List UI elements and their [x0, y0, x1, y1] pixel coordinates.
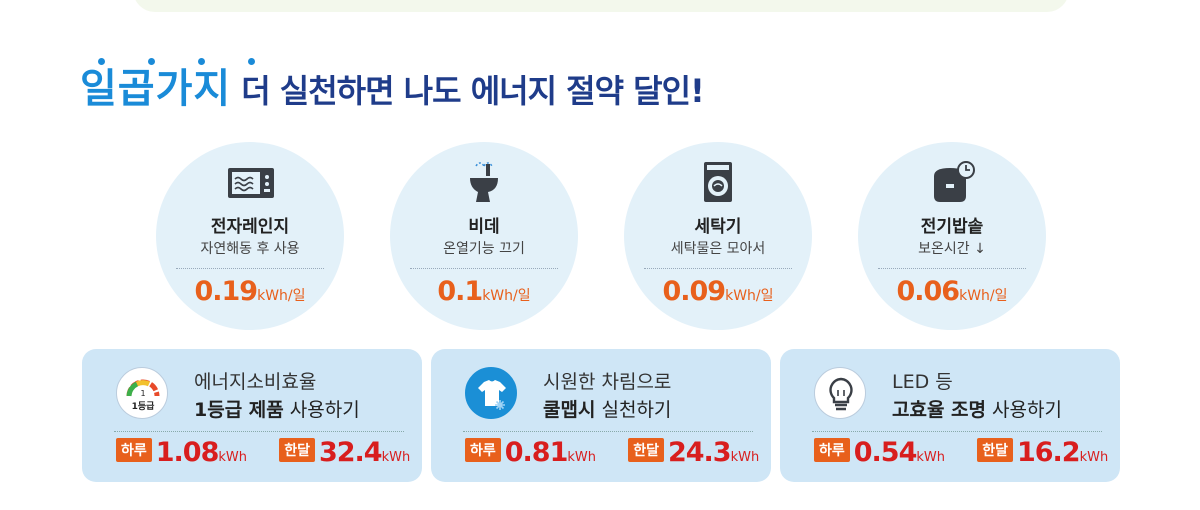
saving-unit: kWh/일	[725, 288, 774, 304]
divider	[644, 268, 792, 269]
month-unit: kWh	[1079, 450, 1109, 465]
tip-microwave: 전자레인지 자연해동 후 사용 0.19kWh/일	[156, 142, 344, 330]
divider	[176, 268, 324, 269]
card-line1: 시원한 차림으로	[543, 371, 672, 393]
icon-label: 1등급	[132, 401, 156, 412]
card-stats: 하루 0.54kWh 한달 16.2kWh	[814, 437, 1108, 471]
day-value: 1.08	[155, 437, 220, 468]
title-accent-wrap: 일곱가지	[80, 56, 255, 114]
rice-cooker-icon	[934, 161, 975, 202]
tip-title: 세탁기	[694, 217, 742, 237]
saving-value: 0.06	[896, 276, 960, 307]
top-banner-edge	[133, 0, 1069, 12]
cool-shirt-icon	[465, 367, 517, 419]
month-value: 32.4	[318, 437, 383, 468]
day-badge: 하루	[465, 438, 501, 462]
day-unit: kWh	[916, 450, 946, 465]
tip-title: 전기밥솥	[920, 217, 984, 237]
tip-subtitle: 온열기능 끄기	[443, 241, 525, 257]
tip-saving: 0.1kWh/일	[390, 276, 578, 307]
microwave-icon	[228, 168, 274, 198]
saving-value: 0.09	[662, 276, 726, 307]
divider	[463, 431, 753, 432]
tip-bidet: 비데 온열기능 끄기 0.1kWh/일	[390, 142, 578, 330]
card-efficiency: 1 1등급 에너지소비효율 1등급 제품 사용하기 하루 1.08kWh 한달 32…	[82, 349, 422, 482]
washing-machine-icon	[704, 162, 732, 202]
day-unit: kWh	[567, 450, 597, 465]
month-badge: 한달	[977, 438, 1013, 462]
saving-value: 0.1	[437, 276, 483, 307]
card-line2: 1등급 제품 사용하기	[194, 399, 360, 421]
divider	[410, 268, 558, 269]
card-stats: 하루 0.81kWh 한달 24.3kWh	[465, 437, 759, 471]
month-value: 16.2	[1016, 437, 1081, 468]
month-badge: 한달	[279, 438, 315, 462]
day-unit: kWh	[218, 450, 248, 465]
card-line1: LED 등	[892, 371, 953, 393]
emphasis-dots	[94, 58, 264, 66]
card-cool-biz: 시원한 차림으로 쿨맵시 실천하기 하루 0.81kWh 한달 24.3kWh	[431, 349, 771, 482]
tip-subtitle: 자연해동 후 사용	[200, 241, 300, 257]
title-text: 더 실천하면 나도 에너지 절약 달인!	[241, 72, 704, 110]
month-unit: kWh	[730, 450, 760, 465]
saving-value: 0.19	[194, 276, 258, 307]
card-line1: 에너지소비효율	[194, 371, 317, 393]
tip-rice-cooker: 전기밥솥 보온시간 ↓ 0.06kWh/일	[858, 142, 1046, 330]
month-unit: kWh	[381, 450, 411, 465]
card-led: LED 등 고효율 조명 사용하기 하루 0.54kWh 한달 16.2kWh	[780, 349, 1120, 482]
tip-washing-machine: 세탁기 세탁물은 모아서 0.09kWh/일	[624, 142, 812, 330]
card-line2: 쿨맵시 실천하기	[543, 399, 672, 421]
card-line2: 고효율 조명 사용하기	[892, 399, 1062, 421]
bidet-icon	[470, 162, 498, 202]
tip-title: 비데	[468, 217, 500, 237]
month-value: 24.3	[667, 437, 732, 468]
title-accent: 일곱가지	[80, 66, 232, 112]
day-value: 0.54	[853, 437, 918, 468]
day-badge: 하루	[814, 438, 850, 462]
saving-unit: kWh/일	[482, 288, 531, 304]
saving-unit: kWh/일	[257, 288, 306, 304]
saving-unit: kWh/일	[959, 288, 1008, 304]
tip-title: 전자레인지	[210, 217, 290, 237]
efficiency-gauge-icon: 1 1등급	[116, 367, 168, 419]
divider	[878, 268, 1026, 269]
tip-saving: 0.06kWh/일	[858, 276, 1046, 307]
day-value: 0.81	[504, 437, 569, 468]
led-bulb-icon	[814, 367, 866, 419]
tip-subtitle: 세탁물은 모아서	[670, 241, 766, 257]
divider	[812, 431, 1102, 432]
svg-text:1: 1	[140, 389, 145, 398]
tip-saving: 0.19kWh/일	[156, 276, 344, 307]
card-stats: 하루 1.08kWh 한달 32.4kWh	[116, 437, 410, 471]
month-badge: 한달	[628, 438, 664, 462]
divider	[114, 431, 404, 432]
tip-saving: 0.09kWh/일	[624, 276, 812, 307]
day-badge: 하루	[116, 438, 152, 462]
tip-subtitle: 보온시간 ↓	[918, 241, 986, 257]
page-title: 일곱가지 더 실천하면 나도 에너지 절약 달인!	[80, 56, 705, 126]
